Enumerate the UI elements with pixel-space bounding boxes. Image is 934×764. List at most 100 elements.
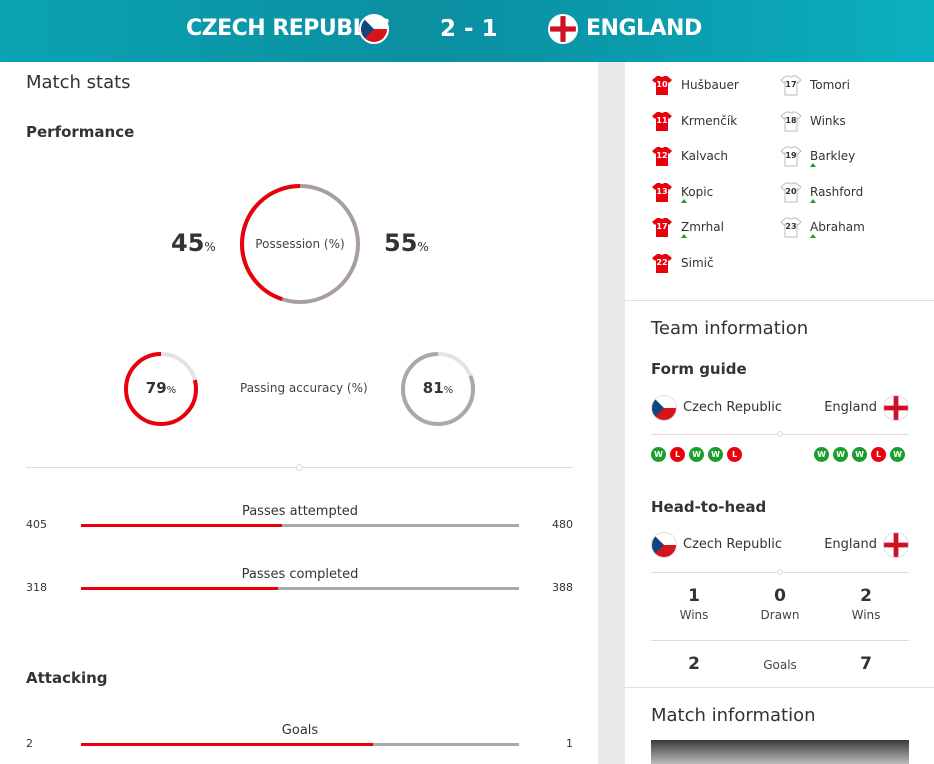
stat-away-value: 480 [552, 518, 573, 531]
stat-bar [81, 524, 519, 527]
passing-accuracy-away-donut: 81% [400, 351, 476, 427]
england-flag-icon [548, 14, 578, 44]
player-name: Kalvach [681, 149, 729, 163]
attacking-heading: Attacking [26, 669, 108, 687]
home-team-name[interactable]: CZECH REPUBLIC [186, 16, 390, 41]
form-divider [651, 431, 909, 437]
player-name: Tomori [810, 78, 850, 92]
section-separator [625, 687, 934, 688]
possession-home-value: 45% [171, 229, 216, 257]
red-shirt-icon: 10 [651, 74, 673, 96]
h2h-goals-label: Goals [763, 658, 797, 672]
away-form-badges: W W W L W [814, 447, 914, 463]
head-to-head-heading: Head-to-head [651, 498, 767, 516]
england-flag-icon [883, 395, 909, 421]
home-form-badges: W L W W L [651, 447, 751, 463]
player-name: Winks [810, 114, 846, 128]
white-shirt-icon: 23 [780, 216, 802, 238]
white-shirt-icon: 19 [780, 145, 802, 167]
h2h-home-team[interactable]: Czech Republic [683, 537, 782, 552]
stat-row-goals: Goals 2 1 [0, 723, 598, 753]
form-badge: L [727, 447, 742, 462]
player-name: Zmrhal [681, 220, 724, 234]
match-stats-title: Match stats [26, 72, 131, 93]
player-name: Hušbauer [681, 78, 739, 92]
form-badge: W [689, 447, 704, 462]
stats-divider [26, 464, 573, 471]
red-shirt-icon: 13 [651, 181, 673, 203]
section-separator [625, 300, 934, 301]
czech-flag-icon [359, 14, 389, 44]
form-home-team[interactable]: Czech Republic [683, 400, 782, 415]
stat-home-value: 405 [26, 518, 47, 531]
team-information-title: Team information [651, 318, 809, 339]
player-name: Krmenčík [681, 114, 738, 128]
czech-flag-icon [651, 395, 677, 421]
form-badge: W [814, 447, 829, 462]
red-shirt-icon: 22 [651, 252, 673, 274]
sub-on-arrow-icon [681, 199, 687, 203]
passing-accuracy-home-donut: 79% [123, 351, 199, 427]
stat-row-passes-attempted: Passes attempted 405 480 [0, 504, 598, 534]
form-away-team[interactable]: England [824, 400, 877, 415]
stat-row-passes-completed: Passes completed 318 388 [0, 567, 598, 597]
stat-bar [81, 743, 519, 746]
stat-home-value: 2 [26, 737, 33, 750]
czech-flag-icon [651, 532, 677, 558]
h2h-away-wins: 2 Wins [851, 586, 881, 622]
england-flag-icon [883, 532, 909, 558]
player-name: Simič [681, 256, 714, 270]
player-name: Abraham [810, 220, 865, 234]
possession-ring [240, 184, 360, 304]
h2h-home-wins: 1 Wins [679, 586, 709, 622]
form-badge: W [651, 447, 666, 462]
h2h-divider [651, 569, 909, 575]
white-shirt-icon: 17 [780, 74, 802, 96]
h2h-drawn: 0 Drawn [760, 586, 800, 622]
white-shirt-icon: 20 [780, 181, 802, 203]
side-panel: 10 Hušbauer 11 Krmenčík 12 Kalvach 13 Ko… [625, 62, 934, 764]
possession-away-value: 55% [384, 229, 429, 257]
away-team-name[interactable]: ENGLAND [586, 16, 702, 41]
stat-label: Passes attempted [241, 504, 359, 519]
form-guide-heading: Form guide [651, 360, 747, 378]
form-badge: W [890, 447, 905, 462]
stat-label: Passes completed [241, 567, 359, 582]
form-guide-teams: Czech Republic England [651, 395, 909, 421]
match-score: 2 - 1 [440, 16, 498, 42]
sub-on-arrow-icon [681, 234, 687, 238]
passing-accuracy-label: Passing accuracy (%) [240, 381, 368, 395]
passing-accuracy-home-value: 79% [145, 379, 177, 397]
form-badge: W [833, 447, 848, 462]
form-badge: W [708, 447, 723, 462]
player-name: Barkley [810, 149, 856, 163]
form-badge: W [852, 447, 867, 462]
head-to-head-teams: Czech Republic England [651, 532, 909, 558]
passing-accuracy-away-value: 81% [422, 379, 454, 397]
red-shirt-icon: 12 [651, 145, 673, 167]
stat-label: Goals [281, 723, 319, 738]
match-stats-panel: Match stats Performance 45% Possession (… [0, 62, 598, 764]
possession-label: Possession (%) [255, 237, 345, 251]
red-shirt-icon: 17 [651, 216, 673, 238]
h2h-goals-divider [651, 640, 909, 641]
player-name: Rashford [810, 185, 864, 199]
player-name: Kopic [681, 185, 714, 199]
h2h-away-goals: 7 [860, 654, 872, 674]
stat-away-value: 1 [566, 737, 573, 750]
match-header: CZECH REPUBLIC 2 - 1 ENGLAND [0, 0, 934, 62]
h2h-away-team[interactable]: England [824, 537, 877, 552]
sub-on-arrow-icon [810, 163, 816, 167]
stadium-image [651, 740, 909, 764]
stat-away-value: 388 [552, 581, 573, 594]
form-badge: L [871, 447, 886, 462]
h2h-home-goals: 2 [688, 654, 700, 674]
form-badge: L [670, 447, 685, 462]
red-shirt-icon: 11 [651, 110, 673, 132]
possession-donut: Possession (%) [239, 183, 361, 305]
sub-on-arrow-icon [810, 234, 816, 238]
stat-bar [81, 587, 519, 590]
performance-heading: Performance [26, 123, 135, 141]
match-information-title: Match information [651, 705, 816, 726]
white-shirt-icon: 18 [780, 110, 802, 132]
